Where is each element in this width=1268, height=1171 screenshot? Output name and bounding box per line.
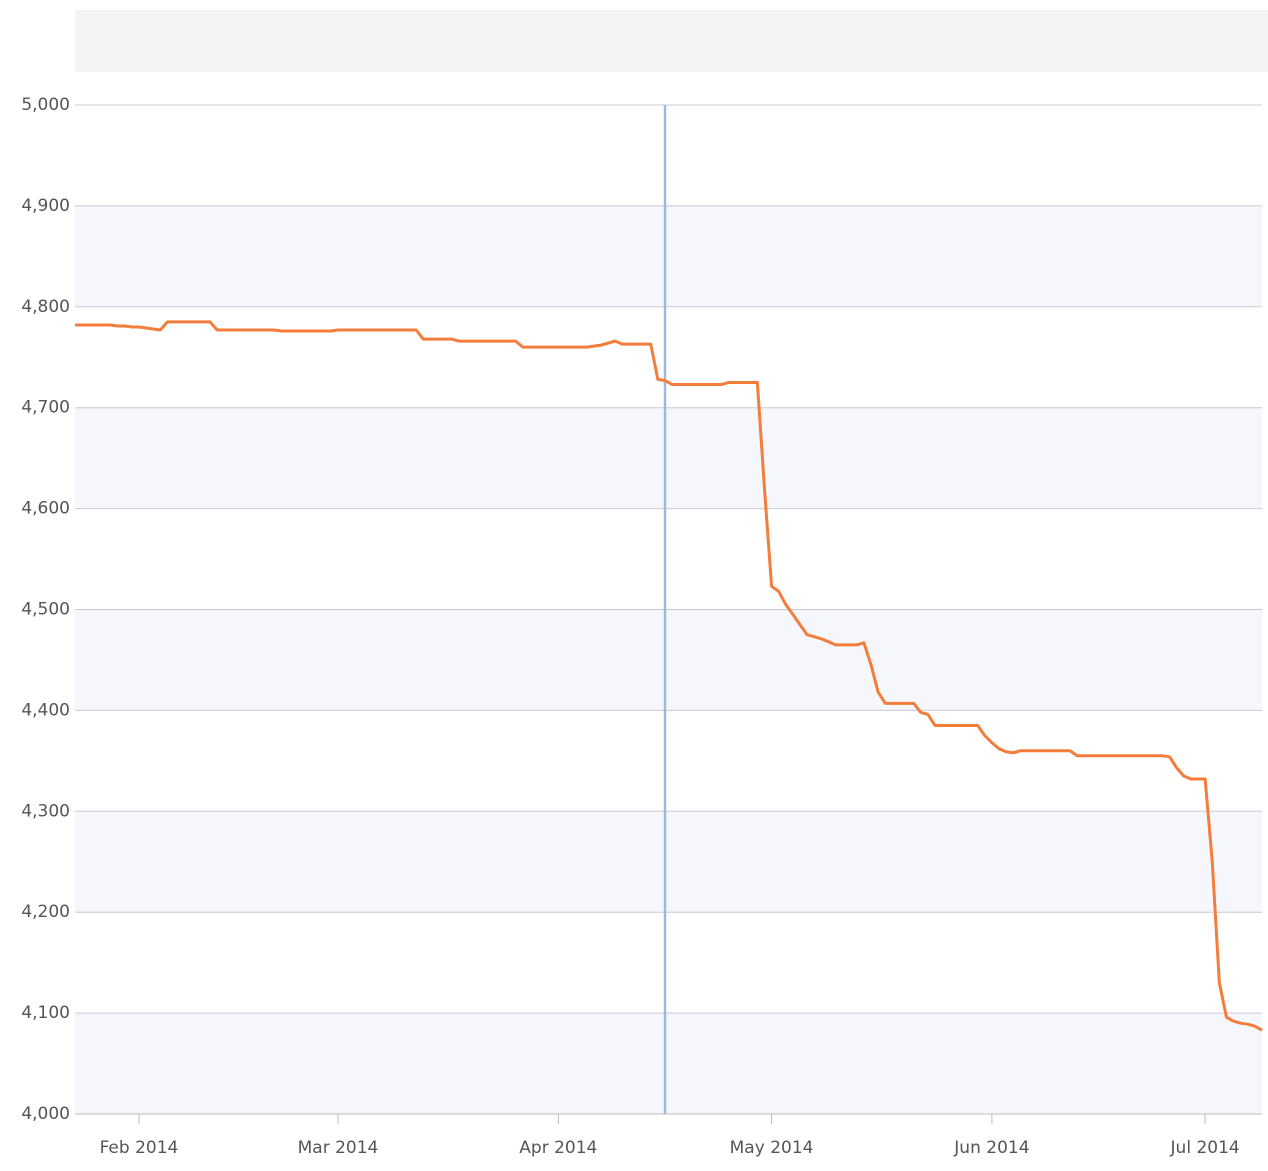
y-tick-label: 4,900 bbox=[21, 196, 70, 216]
plot bbox=[75, 320, 1263, 1032]
x-tick-label: Feb 2014 bbox=[100, 1138, 179, 1158]
plot-band bbox=[75, 407, 1262, 509]
plot-band bbox=[75, 811, 1262, 913]
x-tick-label: Jul 2014 bbox=[1170, 1138, 1240, 1158]
y-tick-label: 4,000 bbox=[21, 1104, 70, 1124]
y-tick-label: 4,400 bbox=[21, 700, 70, 720]
y-tick-label: 4,200 bbox=[21, 902, 70, 922]
plot-band bbox=[75, 1013, 1262, 1114]
x-tick-label: May 2014 bbox=[730, 1138, 814, 1158]
plot-band bbox=[75, 205, 1262, 307]
y-tick-label: 4,600 bbox=[21, 499, 70, 519]
x-tick-label: Jun 2014 bbox=[953, 1138, 1029, 1158]
y-tick-label: 4,100 bbox=[21, 1003, 70, 1023]
header-bar bbox=[75, 10, 1268, 72]
x-tick-label: Mar 2014 bbox=[298, 1138, 379, 1158]
y-tick-label: 5,000 bbox=[21, 95, 70, 115]
plot-band bbox=[75, 609, 1262, 711]
y-tick-label: 4,700 bbox=[21, 398, 70, 418]
plot-bands bbox=[75, 205, 1262, 1114]
x-tick-label: Apr 2014 bbox=[519, 1138, 597, 1158]
y-tick-label: 4,800 bbox=[21, 297, 70, 317]
y-tick-label: 4,300 bbox=[21, 801, 70, 821]
grid: 4,000 4,100 4,200 4,300 4,400 4,500 4,600 4,700… bbox=[21, 95, 1262, 1158]
series-line bbox=[75, 320, 1263, 1032]
y-tick-label: 4,500 bbox=[21, 600, 70, 620]
